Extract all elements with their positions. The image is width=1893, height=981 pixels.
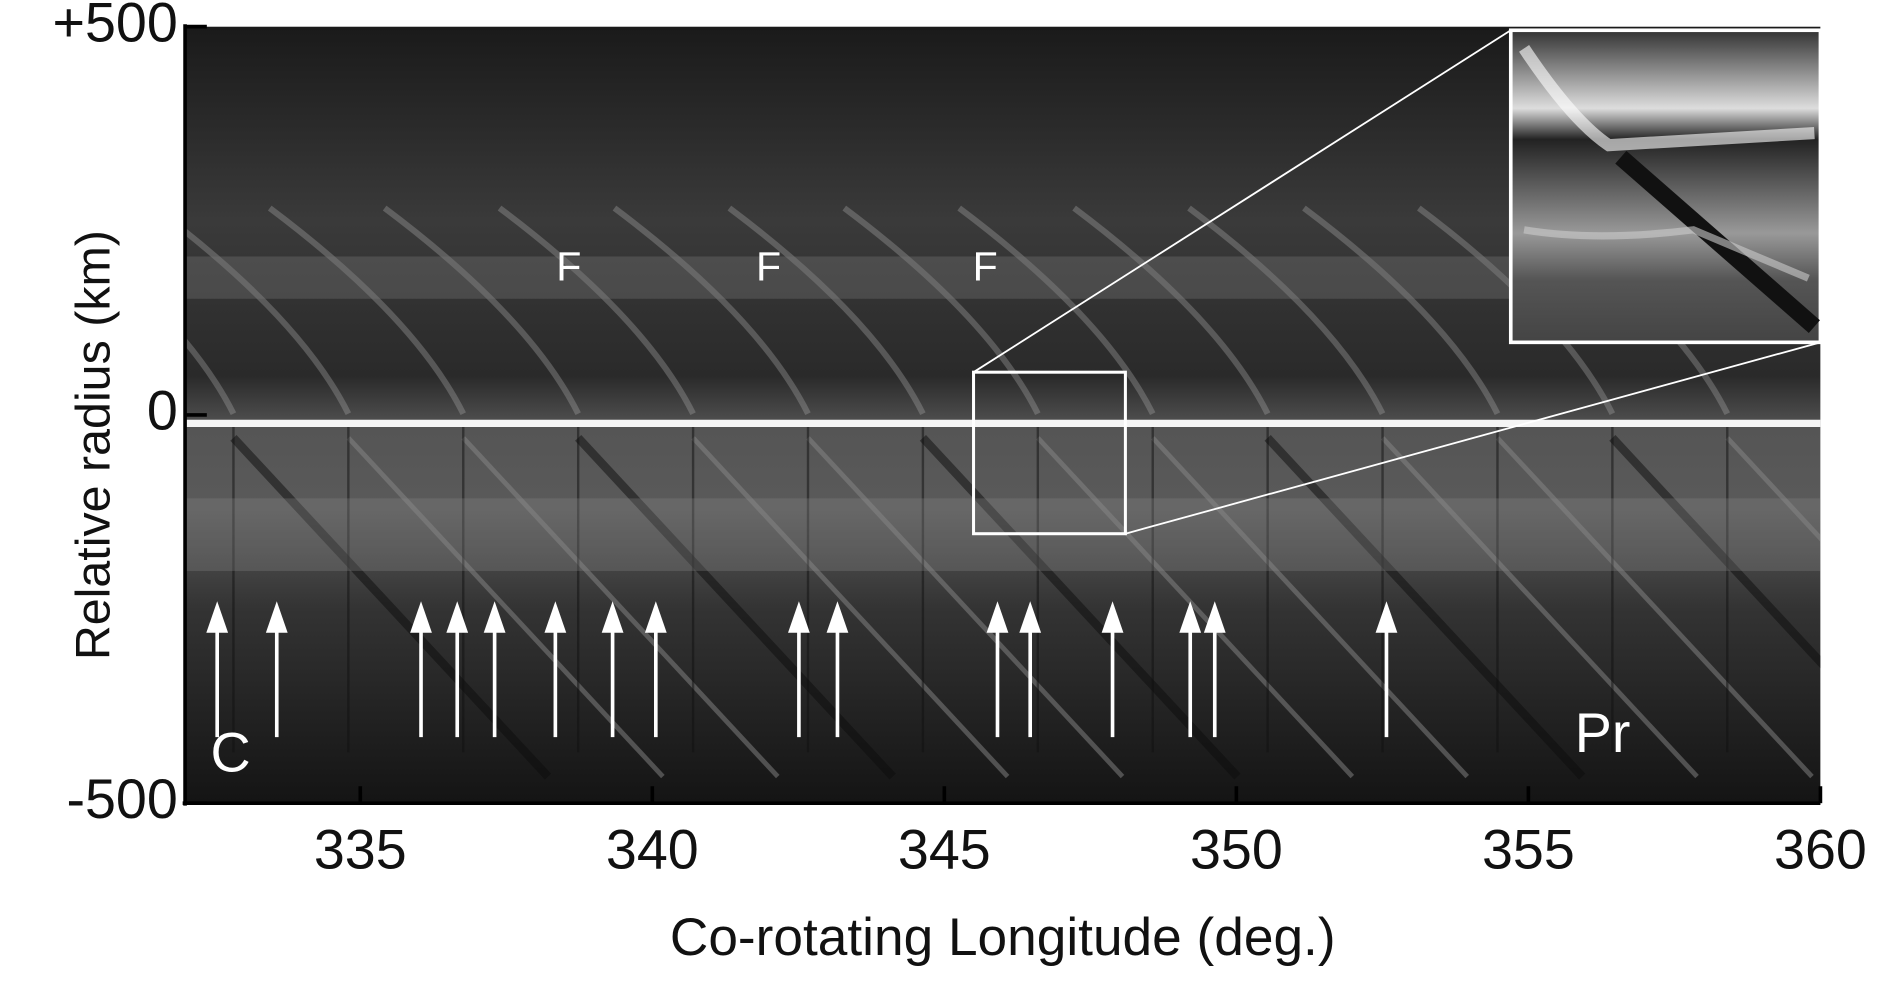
streak — [1380, 436, 1699, 779]
zoom-box — [972, 370, 1127, 536]
y-axis-label: Relative radius (km) — [67, 230, 121, 660]
y-tick-label: 0 — [147, 380, 178, 442]
streak — [1302, 205, 1501, 416]
streak — [267, 205, 466, 416]
y-tick-label: +500 — [53, 0, 178, 53]
annotation: F — [756, 244, 781, 290]
streak — [185, 227, 352, 416]
arrow-head — [788, 601, 810, 633]
annotation: F — [973, 244, 998, 290]
streak — [806, 436, 1125, 779]
ring-core — [185, 419, 1821, 427]
streak — [497, 205, 696, 416]
streak — [691, 436, 1010, 779]
arrow-head — [1179, 601, 1202, 633]
arrow-head — [206, 601, 229, 633]
arrow-head — [644, 601, 667, 633]
streak — [1495, 436, 1814, 779]
x-tick-label: 360 — [1774, 819, 1867, 881]
arrow-head — [826, 601, 849, 633]
x-tick-label: 335 — [314, 819, 407, 881]
arrow-head — [986, 601, 1009, 633]
streak — [1725, 436, 1821, 542]
y-tick-label: -500 — [66, 768, 177, 830]
annotation: Pr — [1575, 702, 1631, 764]
arrow-head — [1375, 601, 1398, 633]
annotation: C — [211, 721, 251, 783]
arrow-head — [1203, 601, 1226, 633]
streak — [1036, 436, 1355, 779]
arrow-head — [446, 601, 469, 633]
x-tick-label: 355 — [1482, 819, 1575, 881]
zoom-connector — [973, 29, 1512, 373]
x-tick-label: 345 — [898, 819, 991, 881]
arrow-head — [601, 601, 624, 633]
streak — [185, 336, 237, 416]
streak — [575, 435, 896, 780]
streak — [919, 435, 1241, 780]
streak — [461, 436, 780, 779]
streak — [1150, 436, 1469, 779]
x-axis-label: Co-rotating Longitude (deg.) — [670, 908, 1336, 967]
arrow-head — [544, 601, 567, 633]
streak — [727, 205, 926, 416]
streak — [346, 436, 665, 779]
annotation: F — [556, 244, 581, 290]
streak — [1609, 435, 1821, 669]
streak — [1264, 435, 1586, 780]
arrow-head — [1019, 601, 1042, 633]
x-tick-label: 340 — [606, 819, 699, 881]
x-tick-label: 350 — [1190, 819, 1283, 881]
inset-streak — [1519, 45, 1815, 152]
arrow-head — [410, 601, 432, 633]
zoom-connector — [1125, 341, 1821, 535]
streak — [842, 205, 1041, 416]
arrow-head — [483, 601, 506, 633]
streak — [1187, 205, 1386, 416]
streak — [957, 205, 1156, 416]
streak — [382, 205, 581, 416]
arrow-head — [1101, 601, 1124, 633]
streak — [1072, 205, 1271, 416]
inset — [1508, 28, 1823, 345]
arrow-head — [265, 601, 288, 633]
inset-streak — [1523, 226, 1810, 282]
streak — [612, 205, 811, 416]
